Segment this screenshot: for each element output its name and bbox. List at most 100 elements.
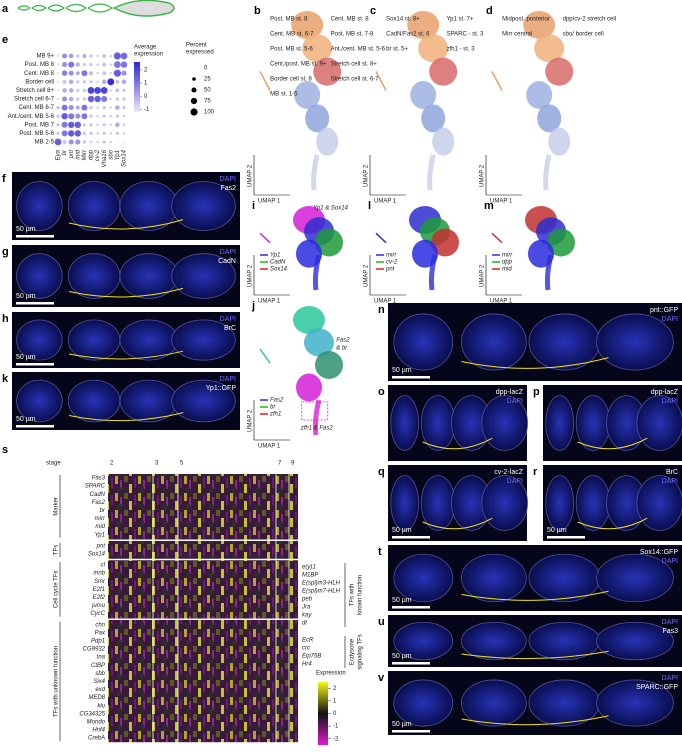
dot [82,123,87,127]
cell-cloud [296,373,322,402]
scale-bar [16,425,54,428]
cluster-annotation: Mirr central [502,32,532,38]
axis-label: UMAP 1 [374,299,397,305]
tf-label: crc [302,646,310,652]
dot [62,88,67,93]
gene-label: exd [95,687,105,693]
group-label: known function [358,575,364,615]
dot [68,113,75,120]
dot [56,80,60,83]
cell-cloud [293,306,325,334]
egg-chamber [636,475,682,531]
dot [87,95,95,103]
egg-chamber [545,395,574,451]
cluster-annotation: Stretch cell st. 8+ [331,62,378,68]
group-label: TFs [54,545,60,555]
dot [115,105,120,110]
follicle-outline [68,219,184,230]
stain-label: BrC [224,325,236,332]
cluster-label: MB 2-5 [35,140,55,146]
dot [68,70,74,76]
cluster-annotation: br st. 5+ [386,47,408,53]
tf-label: M1BP [302,573,318,579]
dot [100,86,108,94]
cell-cloud [432,127,455,156]
dot [116,141,119,143]
tf-label: e(y)1 [302,565,316,571]
egg-chamber [67,319,121,361]
cell-cloud [313,57,342,86]
dot [120,61,128,68]
dot [56,72,60,75]
colorbar [318,682,328,745]
dot [68,96,74,102]
stain-label: DAPI [662,558,678,565]
legend-title: Average [134,45,157,51]
gene-label: Yp1 [95,532,105,538]
legend-title: Percent [186,43,207,49]
dot [68,139,74,145]
gene-label: Fas2 [92,500,106,506]
legend-label: pnt [385,267,395,273]
stage-label: 3 [155,461,159,467]
size-key [190,97,198,105]
stain-label: DAPI [220,176,236,183]
egg-chamber [16,319,63,361]
egg-chamber-schematic [112,0,175,17]
cell-cloud [316,127,339,156]
dot [102,54,107,58]
dot [109,123,112,126]
legend-title: expression [134,52,163,58]
dot [102,105,106,110]
gene-label: CrebA [88,736,105,742]
dot [113,61,121,69]
scale-label: 50 µm [16,416,36,423]
gene-label: br [62,149,68,155]
panel-title: Yp1 & Sox14 [313,206,348,212]
size-key [190,108,198,116]
dot [123,141,125,143]
dot [89,71,93,76]
egg-chamber [596,553,674,603]
cell-cluster [491,71,503,91]
dot [109,54,112,58]
dot [82,131,87,136]
egg-chamber [575,475,611,531]
gene-label: Vha16 [102,149,108,167]
stage-label: 7 [278,461,282,467]
dot [113,69,121,77]
scale-bar [16,235,54,238]
panel-letter: d [486,5,493,17]
egg-chamber [461,313,527,371]
dot [122,88,126,93]
cluster-annotation: Stretch cell st. 6-7 [331,77,380,83]
panel-letter: f [2,173,6,185]
axis-label: UMAP 1 [490,199,513,205]
scale-bar [392,662,430,665]
dot [101,79,107,85]
cluster-annotation: dpp/cv-2 stretch cell [563,17,616,23]
scale-label: 50 µm [16,354,36,361]
dot [89,114,93,118]
follicle-outline [461,715,609,726]
gene-label: Pdp1 [91,639,105,645]
cell-cloud [305,104,330,133]
tf-label: dl [302,621,307,627]
dot [61,130,68,137]
axis-label: UMAP 2 [480,164,486,187]
stain-label: DAPI [220,249,236,256]
dot [76,97,80,101]
dot [96,106,99,109]
dot [61,70,68,76]
gene-label: E2f1 [93,587,105,593]
cluster-label: Post. MB 8 [25,62,55,68]
dot [54,138,62,146]
gene-label: CG34325 [79,711,105,717]
dot [67,121,75,129]
panel-letter: u [378,616,385,628]
cell-cloud [407,11,440,39]
dot [102,131,106,136]
stain-label: cv-2-lacZ [494,469,524,476]
stage-label: 2 [110,461,114,467]
cluster-annotation: sbo/ border cell [563,32,604,38]
